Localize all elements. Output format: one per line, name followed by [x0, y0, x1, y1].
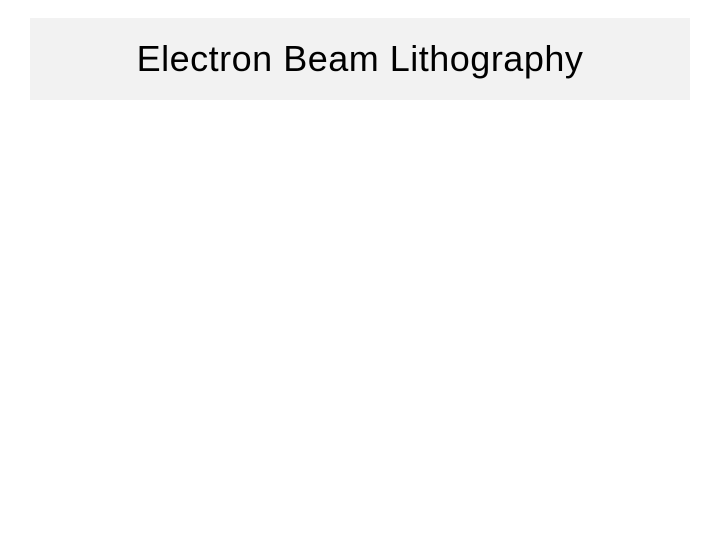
title-bar: Electron Beam Lithography — [30, 18, 690, 100]
slide-title: Electron Beam Lithography — [40, 38, 680, 80]
